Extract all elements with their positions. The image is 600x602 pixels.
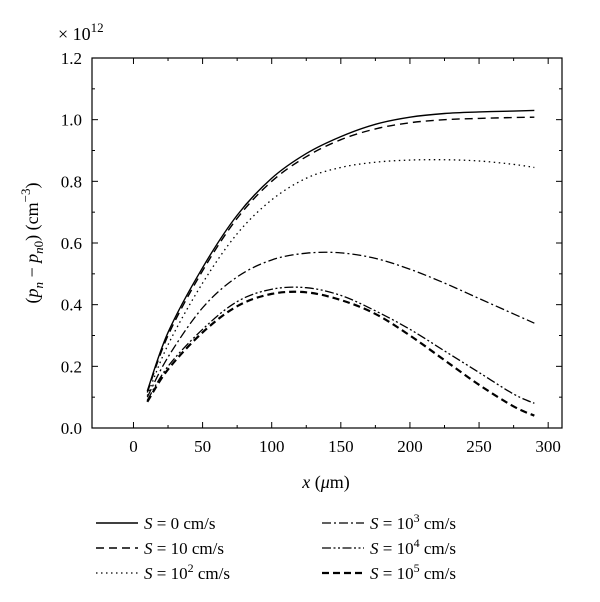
- legend-label-5: S = 104 cm/s: [370, 536, 456, 558]
- y-tick-label: 0.8: [61, 172, 82, 191]
- y-tick-label: 1.0: [61, 111, 82, 130]
- y-tick-label: 0.4: [61, 296, 83, 315]
- series-lines: [146, 109, 535, 417]
- y-tick-label: 1.2: [61, 49, 82, 68]
- x-axis-var: x: [301, 472, 310, 492]
- y-axis-label: (pn − pn0) (cm−3): [18, 183, 46, 304]
- y-tick-label: 0.0: [61, 419, 82, 438]
- series-line-6: [146, 290, 535, 417]
- y-tick-label: 0.6: [61, 234, 82, 253]
- legend-label-6: S = 105 cm/s: [370, 561, 456, 583]
- x-tick-label: 200: [397, 437, 423, 456]
- series-line-4: [146, 251, 535, 398]
- series-line-1: [146, 109, 535, 392]
- y-tick-label: 0.2: [61, 357, 82, 376]
- x-tick-label: 250: [466, 437, 492, 456]
- plot-frame: [91, 57, 563, 429]
- legend-label-4: S = 103 cm/s: [370, 511, 456, 533]
- y-multiplier-base: × 10: [58, 24, 91, 44]
- legend-label-3: S = 102 cm/s: [144, 561, 230, 583]
- y-multiplier-exponent: 12: [91, 20, 104, 35]
- y-multiplier-label: × 1012: [58, 20, 104, 44]
- series-line-3: [146, 159, 535, 396]
- legend-label-2: S = 10 cm/s: [144, 539, 224, 558]
- series-line-5: [146, 286, 535, 404]
- x-tick-label: 300: [535, 437, 561, 456]
- legend-label-1: S = 0 cm/s: [144, 514, 215, 533]
- axis-ticks: [92, 57, 562, 429]
- x-tick-label: 100: [259, 437, 285, 456]
- x-tick-label: 150: [328, 437, 354, 456]
- axis-tick-labels: 0 50 100 150 200 250 300 0.0 0.2 0.4 0.6 0.8 1.0 1.2: [61, 49, 561, 456]
- series-line-2: [146, 116, 535, 393]
- x-axis-label: x (μm): [301, 472, 350, 493]
- x-tick-label: 0: [129, 437, 138, 456]
- x-tick-label: 50: [194, 437, 211, 456]
- plot-area: [91, 57, 563, 429]
- legend: S = 0 cm/s S = 10 cm/s S = 102 cm/s S = 103…: [96, 511, 456, 583]
